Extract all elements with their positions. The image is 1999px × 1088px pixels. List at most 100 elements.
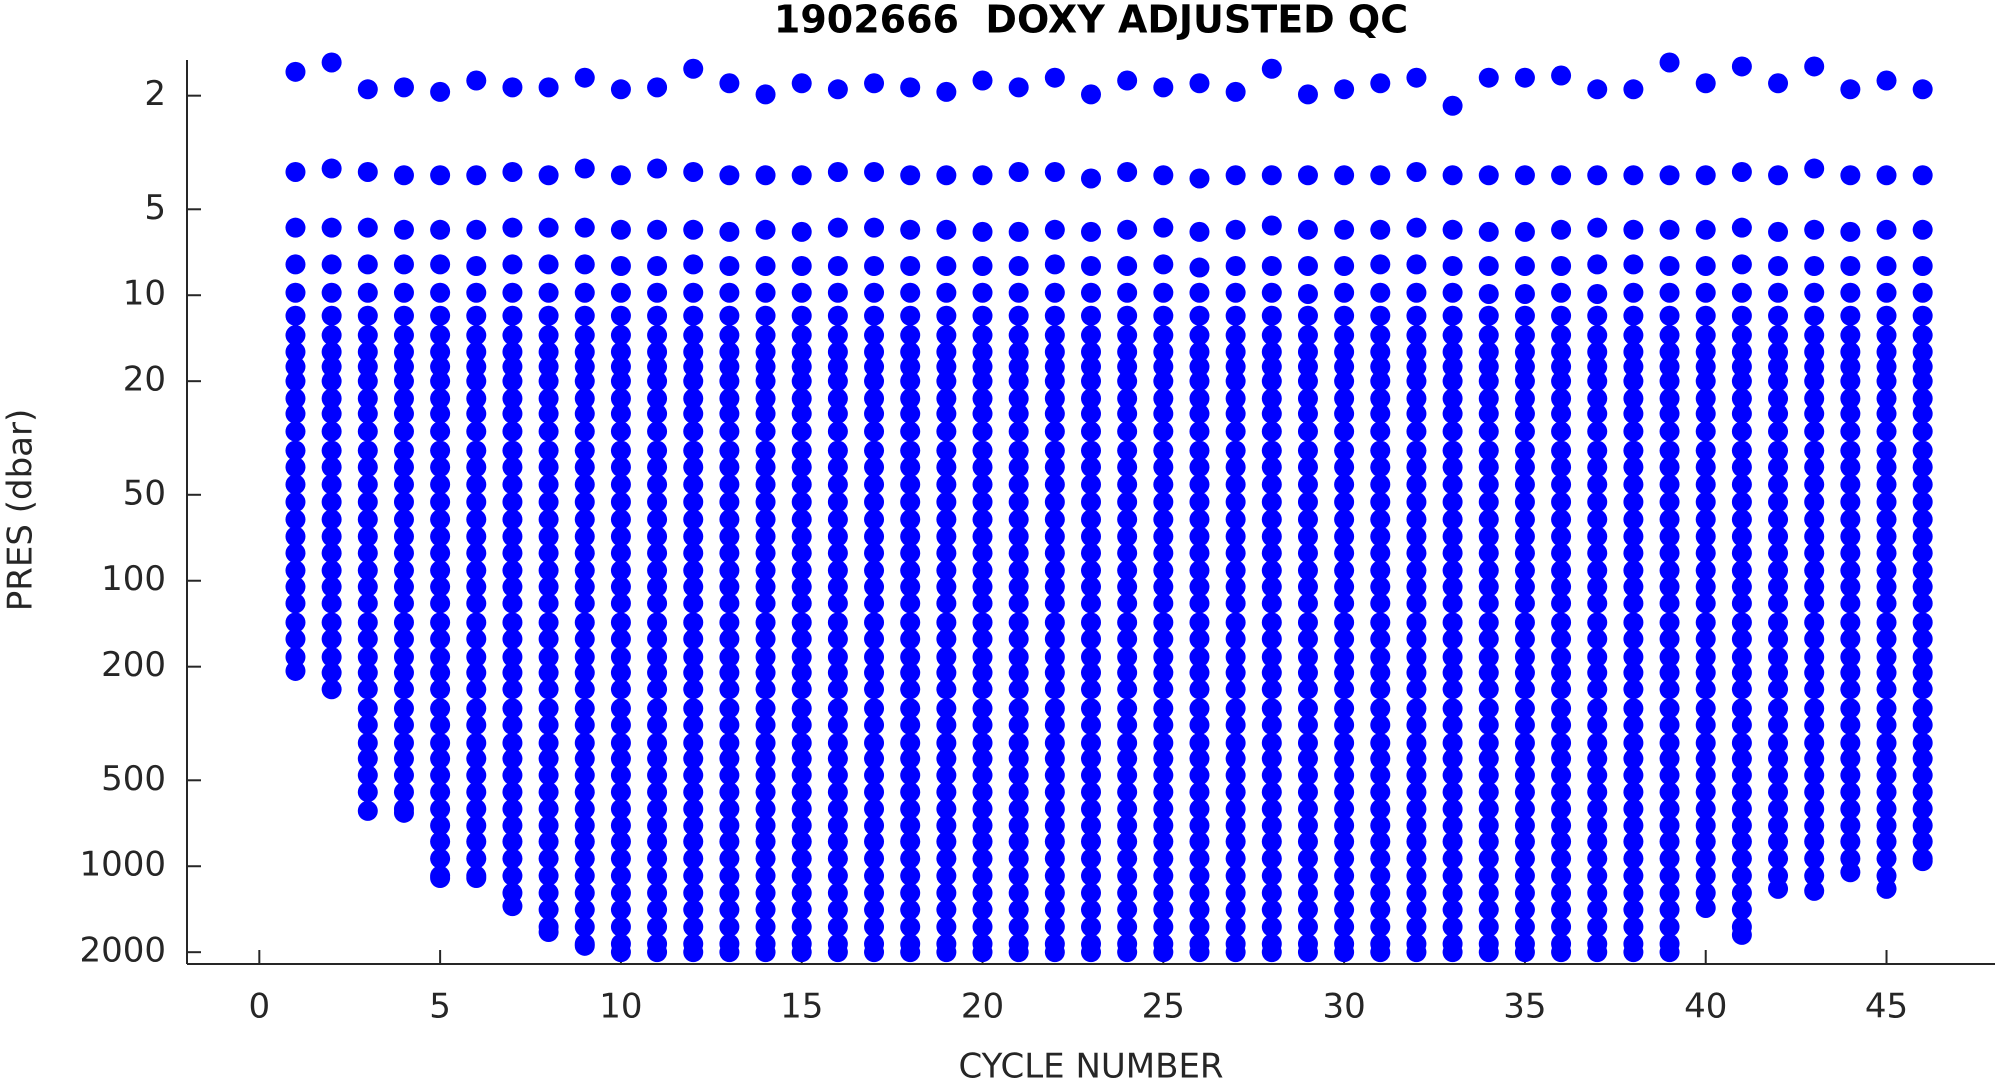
data-point xyxy=(1478,526,1499,547)
data-point xyxy=(1442,543,1463,564)
data-point xyxy=(936,899,957,920)
data-point xyxy=(755,543,776,564)
data-point xyxy=(610,865,631,886)
data-point xyxy=(827,388,848,409)
data-point xyxy=(574,848,595,869)
data-point xyxy=(1840,440,1861,461)
data-point xyxy=(864,161,885,182)
data-point xyxy=(1804,474,1825,495)
data-point xyxy=(1912,388,1933,409)
data-point xyxy=(1334,848,1355,869)
data-point xyxy=(1731,612,1752,633)
data-point xyxy=(1044,341,1065,362)
data-point xyxy=(430,714,451,735)
data-point xyxy=(1587,899,1608,920)
data-point xyxy=(1189,282,1210,303)
data-point xyxy=(972,282,993,303)
data-point xyxy=(1370,698,1391,719)
data-point xyxy=(1731,865,1752,886)
data-point xyxy=(502,732,523,753)
data-point xyxy=(1261,899,1282,920)
data-point xyxy=(502,217,523,238)
data-point xyxy=(466,815,487,836)
data-point xyxy=(719,457,740,478)
data-point xyxy=(1406,576,1427,597)
data-point xyxy=(1876,403,1897,424)
data-point xyxy=(1695,282,1716,303)
data-point xyxy=(1768,748,1789,769)
data-point xyxy=(285,457,306,478)
data-point xyxy=(1695,219,1716,240)
data-point xyxy=(1731,765,1752,786)
data-point xyxy=(1514,848,1535,869)
data-point xyxy=(755,698,776,719)
data-point xyxy=(972,341,993,362)
data-point xyxy=(357,356,378,377)
data-point xyxy=(864,305,885,326)
data-point xyxy=(1334,219,1355,240)
data-point xyxy=(1876,421,1897,442)
data-point xyxy=(755,509,776,530)
data-point xyxy=(647,543,668,564)
data-point xyxy=(1587,865,1608,886)
data-point xyxy=(1008,325,1029,346)
data-point xyxy=(285,403,306,424)
data-point xyxy=(574,765,595,786)
data-point xyxy=(538,698,559,719)
data-point xyxy=(1514,865,1535,886)
data-point xyxy=(1876,325,1897,346)
data-point xyxy=(864,325,885,346)
data-point xyxy=(719,798,740,819)
data-point xyxy=(1406,831,1427,852)
data-point xyxy=(1370,474,1391,495)
data-point xyxy=(610,662,631,683)
data-point xyxy=(1297,283,1318,304)
data-point xyxy=(1225,942,1246,963)
data-point xyxy=(1153,882,1174,903)
data-point xyxy=(538,305,559,326)
data-point xyxy=(1008,457,1029,478)
data-point xyxy=(285,576,306,597)
data-point xyxy=(321,421,342,442)
data-point xyxy=(1587,492,1608,513)
x-tick-label: 0 xyxy=(248,987,270,1027)
data-point xyxy=(1081,831,1101,852)
data-point xyxy=(1117,815,1138,836)
data-point xyxy=(791,765,812,786)
data-point xyxy=(1081,576,1101,597)
data-point xyxy=(1442,325,1463,346)
data-point xyxy=(1623,865,1644,886)
data-point xyxy=(1334,612,1355,633)
data-point xyxy=(1659,698,1680,719)
data-point xyxy=(1081,168,1101,189)
data-point xyxy=(502,714,523,735)
data-point xyxy=(1623,421,1644,442)
data-point xyxy=(1261,593,1282,614)
data-point xyxy=(610,612,631,633)
data-point xyxy=(1081,942,1101,963)
data-point xyxy=(1334,492,1355,513)
data-point xyxy=(1370,356,1391,377)
data-point xyxy=(502,543,523,564)
data-point xyxy=(1081,457,1101,478)
data-point xyxy=(647,647,668,668)
data-point xyxy=(502,612,523,633)
data-point xyxy=(1153,325,1174,346)
data-point xyxy=(430,526,451,547)
data-point xyxy=(791,325,812,346)
data-point xyxy=(647,158,668,179)
data-point xyxy=(1876,831,1897,852)
data-point xyxy=(1514,356,1535,377)
data-point xyxy=(1261,526,1282,547)
data-point xyxy=(574,865,595,886)
data-point xyxy=(1370,371,1391,392)
x-tick-label: 35 xyxy=(1503,987,1546,1027)
data-point xyxy=(321,341,342,362)
data-point xyxy=(791,509,812,530)
data-point xyxy=(393,662,414,683)
data-point xyxy=(1225,356,1246,377)
data-point xyxy=(972,748,993,769)
data-point xyxy=(1225,865,1246,886)
data-point xyxy=(1659,165,1680,186)
data-point xyxy=(502,782,523,803)
